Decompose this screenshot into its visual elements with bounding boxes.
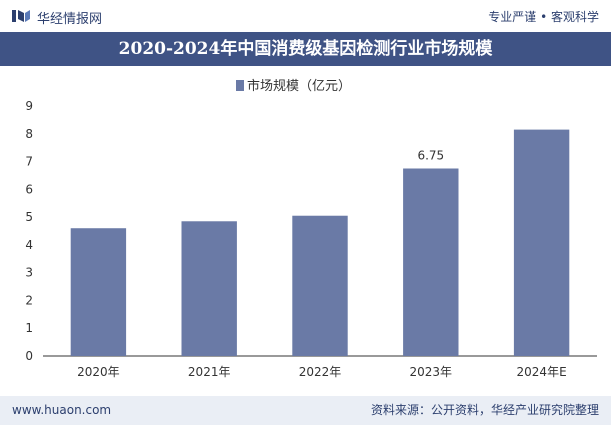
chart-title: 2020-2024年中国消费级基因检测行业市场规模 [0,32,611,66]
x-tick-label: 2020年 [77,365,120,379]
footer: www.huaon.com 资料来源：公开资料，华经产业研究院整理 [0,396,611,425]
y-tick-label: 7 [25,155,33,169]
y-tick-label: 5 [25,210,33,224]
data-labels: 6.75 [417,149,444,163]
legend: 市场规模（亿元） [236,75,351,94]
data-label: 6.75 [417,149,444,163]
legend-label: 市场规模（亿元） [247,79,352,94]
bar [70,228,127,356]
y-tick-label: 2 [25,293,33,307]
y-tick-label: 9 [25,99,33,113]
tagline: 专业严谨 • 客观科学 [488,10,599,24]
bar-chart: 0 1 2 3 4 5 6 7 8 9 2020年 2021年 2022年 2023年 2024年E 6.… [25,99,597,379]
y-tick-label: 1 [25,321,33,335]
x-tick-label: 2024年E [517,365,567,379]
y-axis-ticks: 0 1 2 3 4 5 6 7 8 9 [25,99,33,363]
x-tick-label: 2023年 [410,365,453,379]
bar [403,168,459,356]
bar [513,129,570,356]
huajing-logo-icon [12,10,30,22]
bar [181,221,237,356]
y-tick-label: 8 [25,127,33,141]
legend-swatch [236,80,244,91]
bar [292,215,348,356]
bars [70,129,570,356]
x-tick-label: 2021年 [188,365,231,379]
y-tick-label: 4 [25,238,33,252]
brand-name: 华经情报网 [37,12,103,27]
website-link[interactable]: www.huaon.com [12,403,112,417]
y-tick-label: 3 [25,266,33,280]
source-note: 资料来源：公开资料，华经产业研究院整理 [370,403,599,417]
x-axis-ticks: 2020年 2021年 2022年 2023年 2024年E [77,365,567,379]
y-tick-label: 0 [25,349,33,363]
x-tick-label: 2022年 [299,365,342,379]
top-bar: 华经情报网 专业严谨 • 客观科学 [0,0,611,32]
y-tick-label: 6 [25,182,33,196]
